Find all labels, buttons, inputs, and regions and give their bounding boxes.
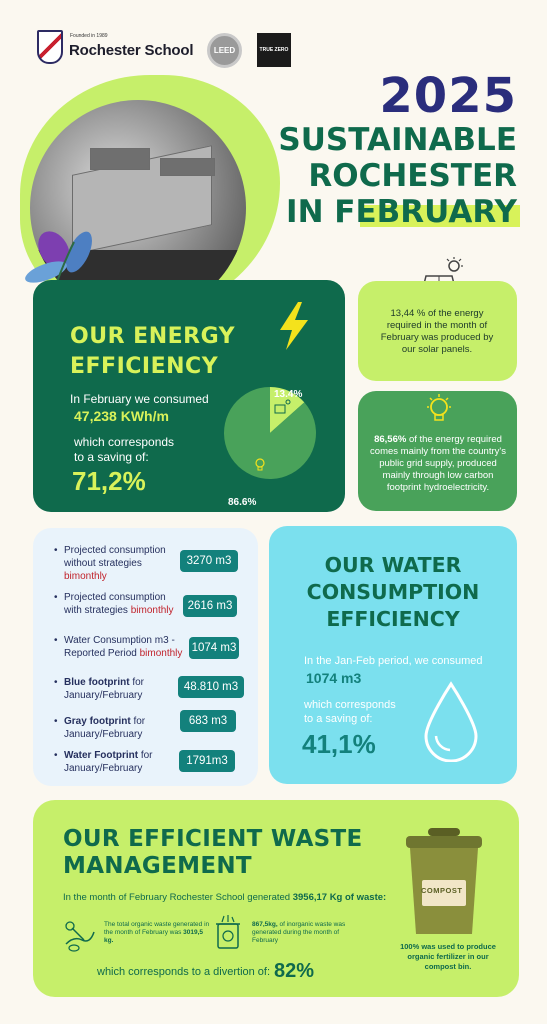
school-crest-logo [37, 30, 63, 64]
waste-diversion-value: 82% [274, 960, 315, 982]
water-title: OUR WATER CONSUMPTION EFFICIENCY [306, 553, 480, 631]
bullet: • [54, 545, 58, 556]
water-drop-icon [424, 681, 478, 762]
water-stat-label: • Blue footprint for January/February [54, 677, 144, 701]
founded-text: Founded in 1989 [70, 33, 108, 39]
compost-bin-icon [406, 828, 482, 934]
water-stat-label: • Projected consumption without strategie… [54, 545, 166, 582]
energy-pie-svg [224, 387, 316, 479]
waste-generated-text: In the month of February Rochester Schoo… [63, 892, 387, 903]
water-stat-label: • Water Consumption m3 - Reported Period … [54, 635, 183, 659]
energy-saving-intro-1: which corresponds [74, 435, 175, 449]
bullet: • [54, 635, 58, 646]
water-stat-label: • Water Footprint for January/February [54, 750, 153, 774]
water-stat-value: 48.810 m3 [178, 676, 244, 698]
compost-text: 100% was used to produce organic fertili… [400, 942, 496, 971]
water-saving-intro-2: to a saving of: [304, 713, 373, 725]
energy-saving-value: 71,2% [72, 466, 146, 496]
solar-info-card [358, 281, 517, 381]
energy-consumed-intro: In February we consumed [70, 392, 209, 406]
pie-slice-1 [224, 387, 316, 479]
water-stat-value: 1791m3 [179, 750, 235, 772]
grid-info-card [358, 391, 517, 511]
title-line-3: IN FEBRUARY [286, 194, 517, 230]
water-stat-label: • Gray footprint for January/February [54, 716, 146, 740]
title-line-1: SUSTAINABLE [278, 122, 517, 158]
plant-leaves-icon [25, 231, 92, 291]
true-zero-badge: TRUE ZERO [257, 33, 291, 67]
organic-waste-text: The total organic waste generated in the… [104, 921, 210, 944]
energy-title: OUR ENERGY EFFICIENCY [70, 324, 236, 379]
lightning-icon [280, 302, 308, 350]
leed-badge: LEED [207, 33, 242, 68]
energy-saving-intro-2: to a saving of: [74, 450, 149, 464]
energy-pie-chart [222, 385, 318, 481]
water-saving-intro-1: which corresponds [304, 699, 396, 711]
pie-label-solar: 13.4% [274, 389, 303, 400]
energy-consumed-value: 47,238 KWh/m [74, 408, 169, 424]
water-period-text: In the Jan-Feb period, we consumed [304, 655, 483, 667]
water-consumed-value: 1074 m3 [306, 670, 362, 686]
pie-label-grid: 86.6% [228, 497, 257, 508]
organic-waste-icon [65, 921, 95, 952]
water-stat-label: • Projected consumption with strategies b… [54, 592, 174, 616]
compost-label: COMPOST [421, 886, 463, 895]
pie-solar-icon [274, 399, 291, 414]
water-stat-value: 3270 m3 [180, 550, 238, 572]
title-line-2: ROCHESTER [308, 158, 517, 194]
grid-info-text: 86,56% of the energy required comes main… [370, 434, 506, 493]
water-stat-value: 1074 m3 [189, 637, 239, 659]
bullet: • [54, 677, 58, 688]
water-saving-value: 41,1% [302, 729, 376, 759]
water-stat-value: 2616 m3 [183, 595, 237, 617]
solar-info-text: 13,44 % of the energy required in the mo… [380, 308, 494, 355]
inorganic-waste-text: 867,5kg, of inorganic waste was generate… [252, 921, 346, 944]
school-name: Rochester School [69, 42, 194, 59]
bullet: • [54, 750, 58, 761]
waste-title: OUR EFFICIENT WASTE MANAGEMENT [63, 826, 363, 879]
title-highlight [360, 205, 520, 227]
pie-slice-0 [270, 387, 305, 433]
lightbulb-icon [427, 394, 451, 421]
pie-bulb-icon [255, 458, 265, 471]
waste-diversion-text: which corresponds to a divertion of: [97, 966, 271, 978]
recycle-bin-icon [216, 915, 240, 949]
water-stat-value: 683 m3 [180, 710, 236, 732]
title-year: 2025 [379, 68, 517, 124]
bullet: • [54, 592, 58, 603]
bullet: • [54, 716, 58, 727]
